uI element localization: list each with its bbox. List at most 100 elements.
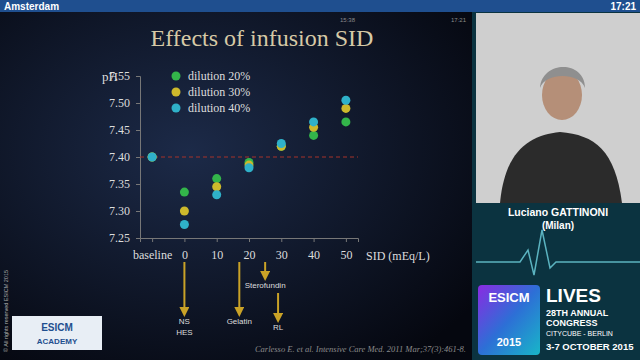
series <box>148 104 351 216</box>
logo-dates: 3-7 OCTOBER 2015 <box>546 341 634 352</box>
slide-texts: 15:3817:21Carlesso E. et al. Intensive C… <box>255 17 467 354</box>
x-tick-label: 20 <box>244 248 256 262</box>
x-tick-mark <box>314 238 315 242</box>
y-tick: 7.45 <box>109 123 140 137</box>
legend-label: dilution 30% <box>188 85 250 99</box>
y-tick: 7.30 <box>109 204 140 218</box>
x-tick-mark <box>152 238 153 242</box>
annotation-label: Sterofundin <box>245 281 286 290</box>
data-point <box>277 139 286 148</box>
speaker-video <box>476 13 640 203</box>
y-tick-label: 7.25 <box>109 231 130 245</box>
y-tick: 7.25 <box>109 231 140 245</box>
slide-timer: 15:38 <box>340 17 356 23</box>
video-background <box>476 13 640 203</box>
data-point <box>212 182 221 191</box>
annotation-arrow <box>264 262 266 276</box>
ecg-line <box>476 230 640 275</box>
annotation-label: Gelatin <box>227 317 252 326</box>
data-point <box>180 220 189 229</box>
academy-logo: ESICM ACADEMY <box>12 316 102 350</box>
annotation-arrow <box>277 293 279 318</box>
logo-badge <box>478 285 540 355</box>
y-tick-label: 7.45 <box>109 123 130 137</box>
logo-congress: CONGRESS <box>546 318 598 328</box>
academy-badge <box>12 316 102 350</box>
data-point <box>180 188 189 197</box>
y-tick: 7.40 <box>109 150 140 164</box>
y-tick-mark <box>136 157 140 158</box>
data-point <box>212 190 221 199</box>
x-tick-mark <box>346 238 347 242</box>
academy-text: ACADEMY <box>37 337 78 346</box>
slide-background <box>0 12 472 360</box>
speaker-name: Luciano GATTINONI <box>508 206 608 218</box>
academy-text: ESICM <box>41 322 73 333</box>
y-tick-mark <box>136 184 140 185</box>
chart-title: Effects of infusion SID <box>151 25 374 51</box>
x-tick: 0 <box>182 238 188 262</box>
y-tick: 7.35 <box>109 177 140 191</box>
annotation-arrow <box>238 262 240 312</box>
y-tick-label: 7.35 <box>109 177 130 191</box>
logo-text: ESICM <box>488 290 529 305</box>
y-axis: 7.257.307.357.407.457.507.55 <box>109 69 141 245</box>
data-point <box>180 207 189 216</box>
logo-year: 2015 <box>497 336 521 348</box>
x-tick-mark <box>281 238 282 242</box>
y-tick-mark <box>136 130 140 131</box>
y-tick-mark <box>136 211 140 212</box>
data-point <box>309 131 318 140</box>
data-point <box>341 96 350 105</box>
speaker-body <box>500 132 622 203</box>
x-tick-label: baseline <box>133 248 172 262</box>
legend-label: dilution 40% <box>188 101 250 115</box>
x-tick-mark <box>249 238 250 242</box>
x-tick-label: 30 <box>276 248 288 262</box>
header-clock: 17:21 <box>610 1 636 12</box>
data-point <box>309 117 318 126</box>
data-point <box>148 153 157 162</box>
x-tick-label: 10 <box>211 248 223 262</box>
annotation-label: RL <box>273 323 284 332</box>
annotation-arrow <box>183 262 185 312</box>
data-point <box>148 153 157 162</box>
copyright: © All rights reserved ESICM 2015 <box>3 270 9 352</box>
y-tick-mark <box>136 238 140 239</box>
x-tick: 10 <box>211 238 223 262</box>
data-point <box>148 153 157 162</box>
x-tick: 20 <box>244 238 256 262</box>
y-tick-label: 7.30 <box>109 204 130 218</box>
legend-marker <box>172 72 181 81</box>
branding: ESICM 2015 LIVES 28TH ANNUALCONGRESS CITYCUB… <box>478 285 634 355</box>
y-tick-mark <box>136 76 140 77</box>
data-point <box>341 104 350 113</box>
citation: Carlesso E. et al. Intensive Care Med. 2… <box>255 344 466 354</box>
x-tick: 40 <box>308 238 320 262</box>
speaker-city: (Milan) <box>542 220 574 231</box>
series <box>148 96 351 229</box>
reference-line <box>140 156 358 157</box>
y-tick-label: 7.50 <box>109 96 130 110</box>
logo-venue: CITYCUBE - BERLIN <box>546 330 613 337</box>
x-axis-line <box>141 239 359 243</box>
header-location: Amsterdam <box>4 1 59 12</box>
data-point <box>341 117 350 126</box>
legend-label: dilution 20% <box>188 69 250 83</box>
x-axis-title: SID (mEq/L) <box>366 249 430 263</box>
legend-marker <box>172 104 181 113</box>
x-tick-mark <box>217 238 218 242</box>
y-tick: 7.50 <box>109 96 140 110</box>
header: Amsterdam 17:21 <box>4 1 636 12</box>
logo-event: LIVES <box>546 285 601 306</box>
x-tick: baseline <box>133 238 172 262</box>
annotations: NSHESGelatinSterofundinRL <box>176 262 285 337</box>
logo-edition: 28TH ANNUAL <box>546 308 609 318</box>
data-point <box>245 163 254 172</box>
plot-area <box>140 96 358 229</box>
x-tick-mark <box>184 238 185 242</box>
right-panel-background <box>0 0 640 360</box>
x-tick: 50 <box>340 238 352 262</box>
y-tick-mark <box>136 103 140 104</box>
series <box>148 117 351 196</box>
